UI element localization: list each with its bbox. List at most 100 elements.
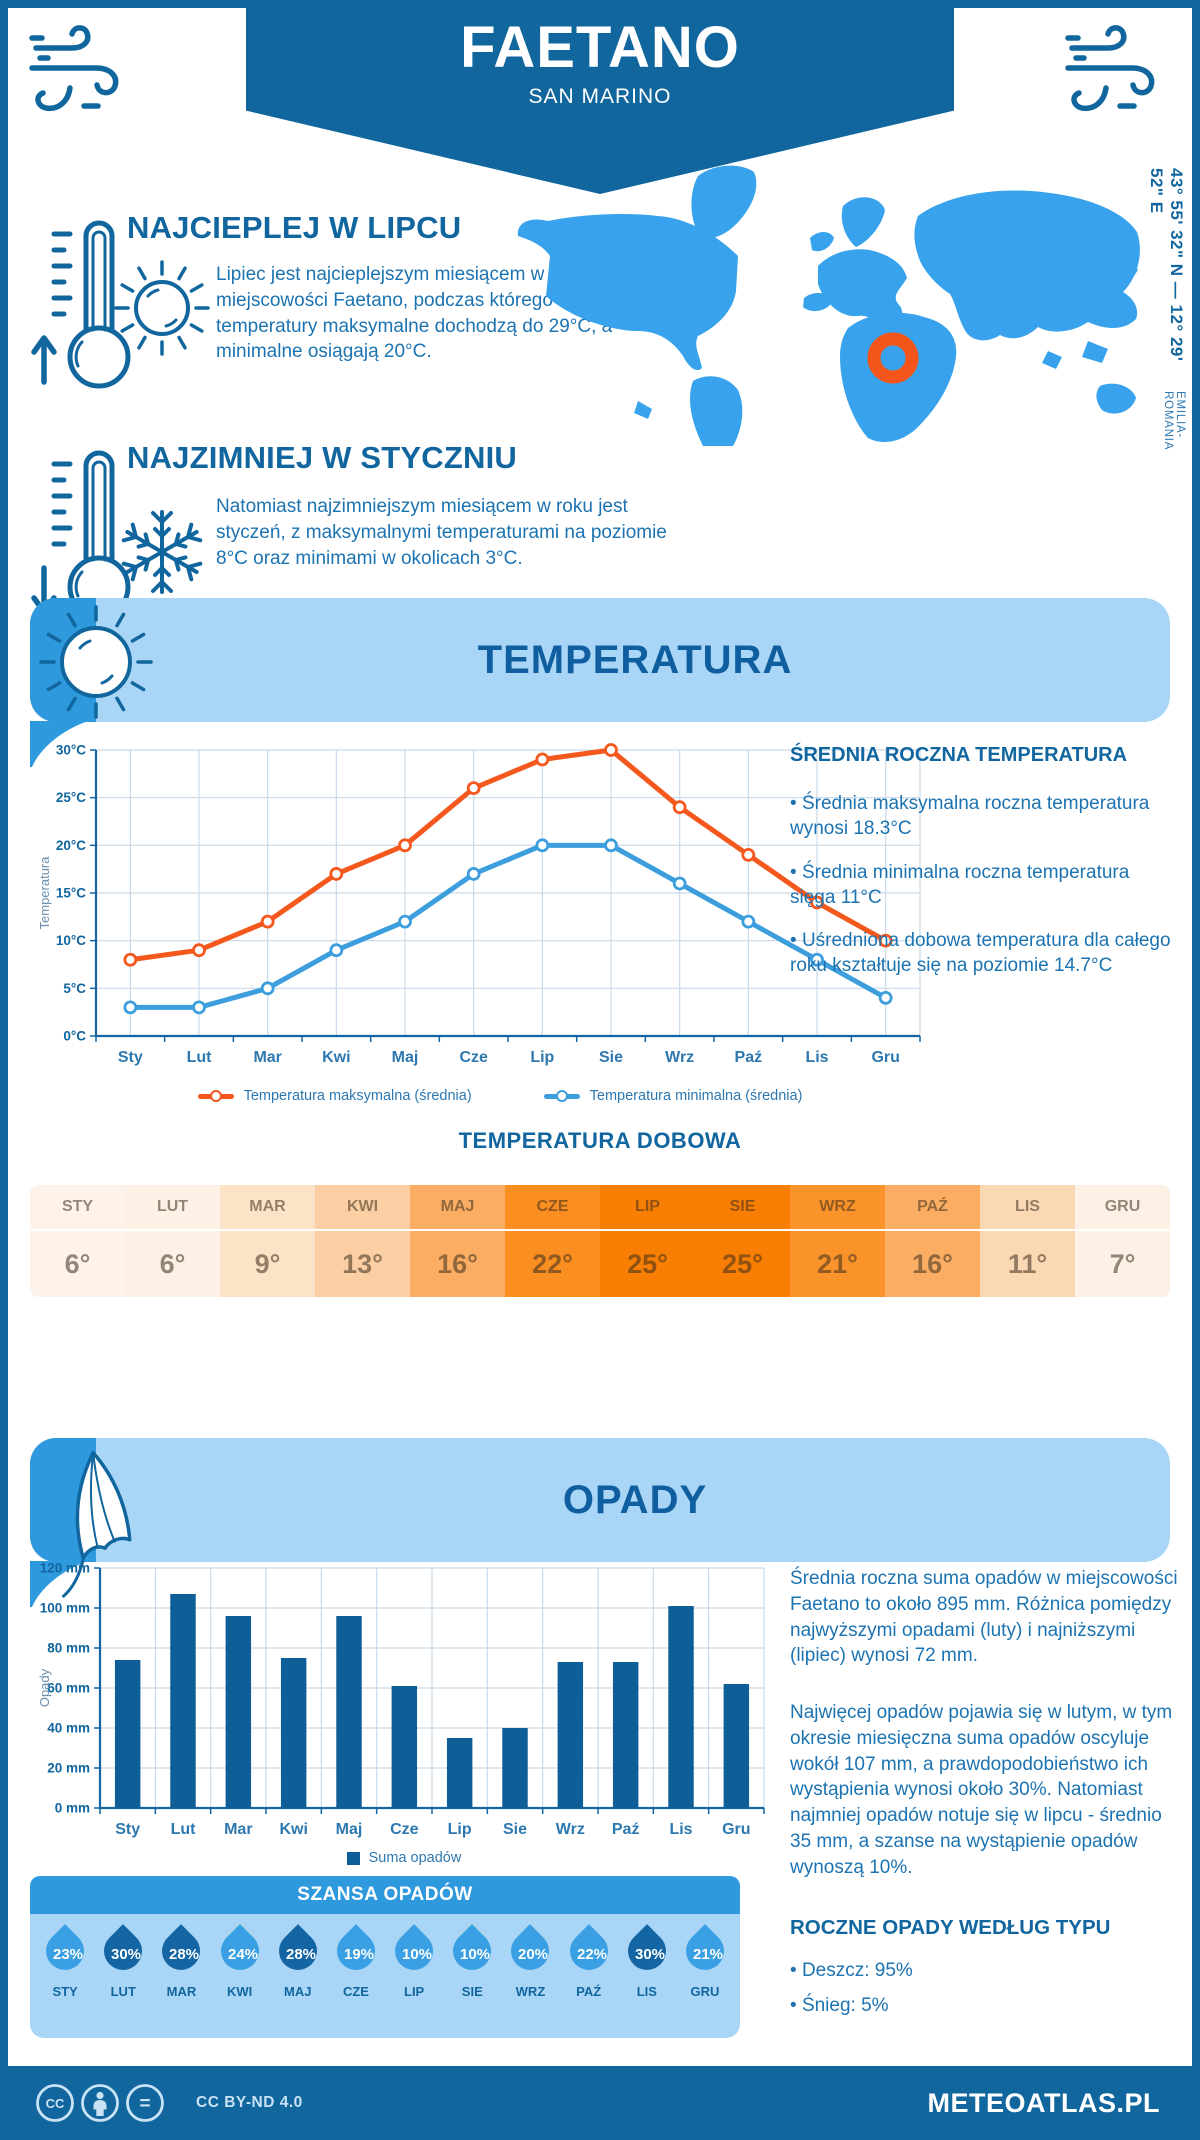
svg-text:Kwi: Kwi	[322, 1049, 350, 1066]
svg-text:20°C: 20°C	[56, 838, 86, 853]
type-bullet: Śnieg: 5%	[790, 1993, 1180, 2018]
right-border	[1192, 0, 1200, 2140]
svg-text:60 mm: 60 mm	[47, 1681, 90, 1696]
svg-text:Opady: Opady	[37, 1668, 52, 1707]
type-bullet: Deszcz: 95%	[790, 1958, 1180, 1983]
svg-text:Cze: Cze	[459, 1049, 488, 1066]
svg-text:=: =	[139, 2094, 150, 2115]
annual-bullet: Średnia minimalna roczna temperatura się…	[790, 860, 1180, 911]
temperature-legend: Temperatura maksymalna (średnia) Tempera…	[60, 1088, 940, 1104]
chance-slot: 20% WRZ	[501, 1914, 559, 2038]
temperature-line-chart: 0°C 5°C 10°C 15°C 20°C 25°C 30°C Sty Lut Mar Kwi Ma…	[37, 743, 921, 1066]
svg-text:80 mm: 80 mm	[47, 1641, 90, 1656]
svg-text:Lut: Lut	[171, 1821, 197, 1838]
table-column: STY 6°	[30, 1185, 125, 1297]
table-column: PAŹ 16°	[885, 1185, 980, 1297]
daily-temperature-table: STY 6° LUT 6° MAR 9° KWI 13° MAJ 16° CZE 22° L…	[30, 1185, 1170, 1297]
annual-bullet: Uśredniona dobowa temperatura dla całego…	[790, 928, 1180, 979]
svg-text:Lis: Lis	[669, 1821, 692, 1838]
svg-text:25°C: 25°C	[56, 790, 86, 805]
legend-item-min: Temperatura minimalna (średnia)	[543, 1088, 802, 1104]
coordinates: 43° 55' 32" N — 12° 29' 52" E EMILIA-ROM…	[1146, 168, 1186, 488]
raindrop-icon: 19%	[329, 1924, 383, 1978]
table-column: LUT 6°	[125, 1185, 220, 1297]
brand-text: METEOATLAS.PL	[927, 2087, 1160, 2118]
chance-slot: 22% PAŹ	[560, 1914, 618, 2038]
annual-temperature-block: ŚREDNIA ROCZNA TEMPERATURA Średnia maksy…	[790, 744, 1180, 997]
svg-text:Wrz: Wrz	[556, 1821, 585, 1838]
precipitation-types-bullets: Deszcz: 95% Śnieg: 5%	[790, 1958, 1180, 2019]
precipitation-banner: OPADY	[30, 1438, 1170, 1562]
table-column: KWI 13°	[315, 1185, 410, 1297]
svg-text:Paź: Paź	[735, 1049, 763, 1066]
table-column: MAJ 16°	[410, 1185, 505, 1297]
svg-text:Temperatura: Temperatura	[37, 856, 52, 930]
table-column: LIP 25°	[600, 1185, 695, 1297]
precipitation-paragraph-1: Średnia roczna suma opadów w miejscowośc…	[790, 1568, 1178, 1667]
svg-text:Kwi: Kwi	[279, 1821, 307, 1838]
svg-text:Lut: Lut	[187, 1049, 213, 1066]
legend-square-marker	[346, 1851, 360, 1865]
cold-section-heading: NAJZIMNIEJ W STYCZNIU	[127, 440, 517, 475]
svg-text:Sie: Sie	[503, 1821, 527, 1838]
annual-temperature-heading: ŚREDNIA ROCZNA TEMPERATURA	[790, 744, 1128, 766]
chance-slot: 28% MAR	[152, 1914, 210, 2038]
precipitation-chance-heading: SZANSA OPADÓW	[30, 1876, 740, 1914]
svg-text:40 mm: 40 mm	[47, 1721, 90, 1736]
sun-icon	[114, 260, 210, 356]
svg-text:Gru: Gru	[722, 1821, 750, 1838]
table-column: LIS 11°	[980, 1185, 1075, 1297]
svg-text:Cze: Cze	[390, 1821, 419, 1838]
svg-text:Maj: Maj	[336, 1821, 363, 1838]
annual-temperature-bullets: Średnia maksymalna roczna temperatura wy…	[790, 791, 1180, 979]
precipitation-bar-chart: 0 mm 20 mm 40 mm 60 mm 80 mm 100 mm 120 mm Sty L…	[37, 1561, 765, 1838]
wind-icon	[29, 25, 119, 112]
chance-slot: 30% LIS	[618, 1914, 676, 2038]
svg-text:30°C: 30°C	[56, 743, 86, 758]
precipitation-chance-panel: SZANSA OPADÓW 23% STY 30% LUT 28% MAR 24% KW…	[30, 1876, 740, 2038]
raindrop-icon: 23%	[38, 1924, 92, 1978]
chance-slot: 10% LIP	[385, 1914, 443, 2038]
svg-text:10°C: 10°C	[56, 933, 86, 948]
region-text: EMILIA-ROMANIA	[1162, 391, 1186, 451]
precipitation-types-heading: ROCZNE OPADY WEDŁUG TYPU	[790, 1916, 1111, 1939]
chance-slot: 24% KWI	[211, 1914, 269, 2038]
raindrop-icon: 10%	[445, 1924, 500, 1978]
table-column: WRZ 21°	[790, 1185, 885, 1297]
thermometer-down-icon	[31, 450, 131, 619]
svg-text:Sty: Sty	[115, 1821, 140, 1838]
svg-text:Gru: Gru	[871, 1049, 899, 1066]
svg-text:Lip: Lip	[530, 1049, 554, 1066]
raindrop-icon: 28%	[154, 1924, 209, 1978]
svg-text:Mar: Mar	[253, 1049, 281, 1066]
svg-text:15°C: 15°C	[56, 886, 86, 901]
raindrop-icon: 24%	[212, 1924, 267, 1978]
umbrella-icon	[62, 1451, 132, 1598]
legend-label-precip: Suma opadów	[368, 1850, 462, 1866]
table-column: SIE 25°	[695, 1185, 790, 1297]
page-title: FAETANO	[460, 15, 740, 80]
wind-icon	[1065, 25, 1155, 112]
thermometer-up-icon	[31, 220, 131, 389]
chance-slot: 19% CZE	[327, 1914, 385, 2038]
banner-tail	[30, 721, 88, 767]
snowflake-icon	[121, 510, 203, 594]
svg-text:5°C: 5°C	[63, 981, 86, 996]
svg-text:Wrz: Wrz	[665, 1049, 694, 1066]
svg-text:Lip: Lip	[448, 1821, 472, 1838]
raindrop-icon: 30%	[619, 1924, 674, 1978]
table-column: CZE 22°	[505, 1185, 600, 1297]
precipitation-paragraph-2: Najwięcej opadów pojawia się w lutym, w …	[790, 1702, 1173, 1878]
chance-slot: 30% LUT	[94, 1914, 152, 2038]
svg-text:0 mm: 0 mm	[55, 1801, 90, 1816]
svg-text:20 mm: 20 mm	[47, 1761, 90, 1776]
precipitation-types-block: ROCZNE OPADY WEDŁUG TYPU Deszcz: 95% Śni…	[790, 1916, 1180, 2037]
chance-slot: 28% MAJ	[269, 1914, 327, 2038]
annual-bullet: Średnia maksymalna roczna temperatura wy…	[790, 791, 1180, 842]
raindrop-icon: 30%	[96, 1924, 151, 1978]
chance-slot: 21% GRU	[676, 1914, 734, 2038]
svg-text:Paź: Paź	[612, 1821, 640, 1838]
svg-text:Mar: Mar	[224, 1821, 252, 1838]
svg-text:Sie: Sie	[599, 1049, 623, 1066]
